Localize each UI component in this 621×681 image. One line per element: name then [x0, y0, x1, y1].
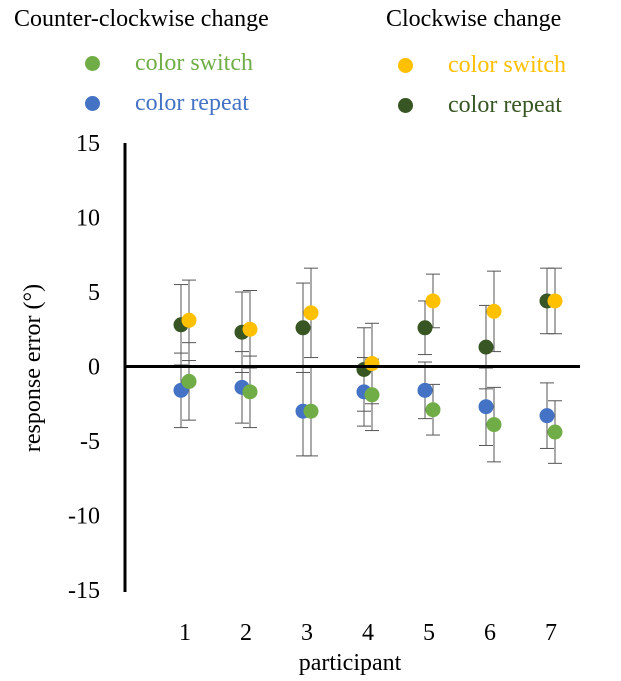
y-tick-label: 10	[76, 206, 100, 232]
data-point	[303, 403, 319, 419]
data-point	[425, 293, 441, 309]
data-point	[364, 356, 380, 372]
legend-label: color repeat	[135, 90, 249, 116]
y-axis-label: response error (°)	[20, 284, 46, 452]
data-point	[303, 305, 319, 321]
legend-marker-dark-green-dot	[398, 98, 413, 113]
y-tick-labels: 15 10 5 0 -5 -10 -15	[68, 131, 100, 604]
legend-marker-green-dot	[85, 56, 100, 71]
data-point	[417, 320, 433, 336]
y-tick-label: -10	[68, 504, 100, 530]
y-tick-label: 0	[88, 355, 100, 381]
data-point	[547, 424, 563, 440]
y-tick-label: -15	[68, 578, 100, 604]
data-point	[478, 339, 494, 355]
data-point	[539, 408, 555, 424]
legend-title-counter-clockwise: Counter-clockwise change	[14, 6, 269, 32]
legend-title-clockwise: Clockwise change	[386, 6, 562, 32]
data-point	[242, 384, 258, 400]
legend-label: color switch	[135, 50, 253, 76]
data-point	[417, 382, 433, 398]
legend-label: color switch	[448, 52, 566, 78]
legend-marker-yellow-dot	[398, 58, 413, 73]
data-point	[486, 417, 502, 433]
legend-item-cw-color-switch: color switch	[398, 50, 618, 80]
data-point	[181, 373, 197, 389]
x-tick-label: 2	[240, 620, 252, 646]
x-tick-label: 6	[484, 620, 496, 646]
y-tick-label: -5	[80, 429, 100, 455]
data-point	[547, 293, 563, 309]
y-tick-label: 5	[88, 280, 100, 306]
legend-item-ccw-color-repeat: color repeat	[85, 88, 325, 118]
data-point	[295, 320, 311, 336]
data-point	[181, 312, 197, 328]
x-tick-labels: 1 2 3 4 5 6 7	[179, 620, 557, 646]
x-tick-label: 7	[545, 620, 557, 646]
x-tick-label: 1	[179, 620, 191, 646]
data-point	[364, 387, 380, 403]
x-axis-label: participant	[299, 650, 402, 676]
data-point	[478, 399, 494, 415]
x-tick-label: 3	[301, 620, 313, 646]
x-tick-label: 5	[423, 620, 435, 646]
legend-marker-blue-dot	[85, 96, 100, 111]
legend-item-cw-color-repeat: color repeat	[398, 90, 618, 120]
legend-label: color repeat	[448, 92, 562, 118]
x-tick-label: 4	[362, 620, 374, 646]
data-point	[486, 303, 502, 319]
y-tick-label: 15	[76, 131, 100, 157]
legend-item-ccw-color-switch: color switch	[85, 48, 325, 78]
data-point	[425, 402, 441, 418]
data-point	[242, 321, 258, 337]
